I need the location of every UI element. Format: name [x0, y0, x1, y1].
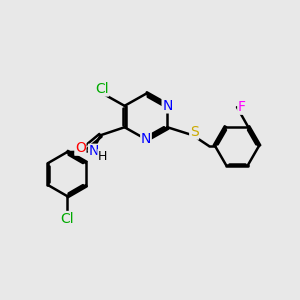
Text: O: O [75, 141, 86, 155]
Text: N: N [162, 99, 172, 113]
Text: Cl: Cl [95, 82, 109, 96]
Text: N: N [88, 144, 99, 158]
Text: F: F [238, 100, 246, 114]
Text: N: N [141, 132, 151, 146]
Text: H: H [98, 150, 107, 163]
Text: S: S [190, 125, 199, 139]
Text: Cl: Cl [60, 212, 74, 226]
